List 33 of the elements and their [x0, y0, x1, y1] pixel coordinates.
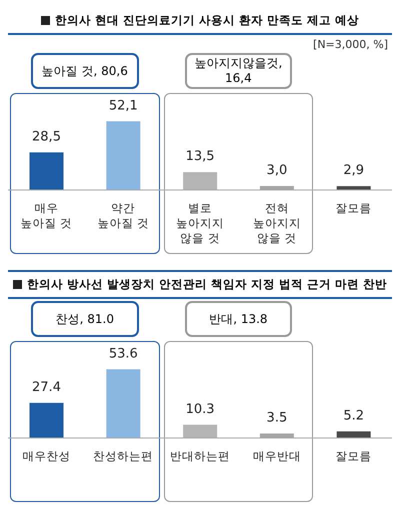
bar — [336, 186, 371, 190]
x-tick-label: 찬성하는편 — [93, 449, 154, 463]
x-tick-label: 반대하는편 — [170, 449, 230, 463]
data-label: 10.3 — [186, 402, 215, 417]
x-tick-label: 매우찬성 — [22, 449, 70, 463]
bar — [336, 431, 371, 438]
x-tick-label: 별로 높아지지 않을 것 — [176, 201, 224, 245]
bar — [30, 402, 64, 438]
bar — [30, 152, 64, 190]
x-tick-label: 잘모름 — [336, 449, 372, 463]
chart-title: 한의사 현대 진단의료기기 사용시 환자 만족도 제고 예상 — [54, 13, 360, 28]
text: 찬성, 81.0 — [31, 301, 139, 337]
x-tick-label: 잘모름 — [336, 201, 372, 215]
data-label: 3,0 — [266, 163, 288, 178]
data-label: 5.2 — [343, 408, 364, 424]
data-label: 2,9 — [343, 163, 364, 178]
data-label: 53.6 — [108, 346, 138, 362]
chart-subtitle: [N=3,000, %] — [312, 37, 389, 51]
bar — [106, 121, 140, 190]
text: 높아질 것, 80,6 — [31, 53, 139, 89]
x-tick-label: 매우반대 — [252, 449, 301, 463]
text: 높아지지않을것, 16,4 — [184, 53, 292, 89]
data-label: 3.5 — [266, 410, 288, 426]
x-tick-label: 약간 높아질 것 — [97, 201, 150, 230]
chart-title: 한의사 방사선 발생장치 안전관리 책임자 지정 법적 근거 마련 찬반 — [26, 277, 388, 292]
data-label: 52,1 — [108, 98, 138, 114]
data-label: 13,5 — [186, 149, 215, 164]
data-label: 27.4 — [32, 380, 61, 395]
x-tick-label: 전혀 높아지지 않을 것 — [252, 201, 301, 245]
text: 반대, 13.8 — [184, 301, 292, 337]
bar — [106, 369, 140, 438]
x-tick-label: 매우 높아질 것 — [20, 201, 72, 230]
data-label: 28,5 — [32, 129, 61, 144]
